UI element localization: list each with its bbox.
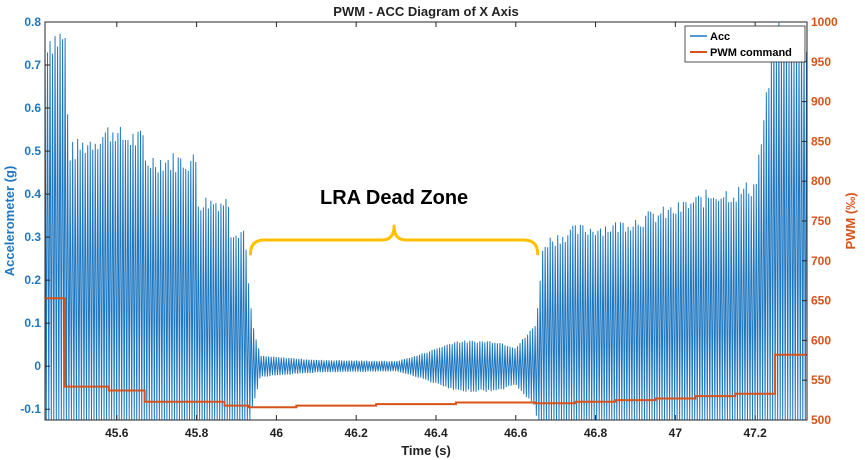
dead-zone-annotation: LRA Dead Zone: [248, 187, 540, 256]
x-tick-label: 47: [669, 426, 683, 440]
right-tick-label: 750: [811, 214, 831, 228]
left-tick-label: 0: [34, 359, 41, 373]
right-axis-ticks: 500 550 600 650 700 750 800 850 900 950 1000: [802, 15, 838, 427]
right-tick-label: 900: [811, 95, 831, 109]
x-axis-ticks: 45.6 45.8 46 46.2 46.4 46.6 46.8 47 47.2: [105, 22, 767, 440]
x-axis-label: Time (s): [401, 443, 451, 458]
right-tick-label: 850: [811, 134, 831, 148]
legend-acc-label: Acc: [710, 31, 730, 43]
left-tick-label: 0.3: [24, 230, 41, 244]
right-tick-label: 600: [811, 333, 831, 347]
pwm-command-line: [45, 297, 807, 409]
right-tick-label: 550: [811, 373, 831, 387]
left-tick-label: 0.2: [24, 273, 41, 287]
left-tick-label: 0.6: [24, 101, 41, 115]
legend-box: [684, 25, 806, 63]
x-tick-label: 46.6: [504, 426, 528, 440]
left-axis-ticks: -0.1 0 0.1 0.2 0.3 0.4 0.5 0.6 0.7 0.8: [20, 15, 50, 416]
dead-zone-label: LRA Dead Zone: [320, 187, 468, 209]
x-tick-label: 47.2: [743, 426, 767, 440]
right-tick-label: 800: [811, 174, 831, 188]
left-tick-label: 0.7: [24, 58, 41, 72]
left-tick-label: 0.8: [24, 15, 41, 29]
x-tick-label: 45.6: [105, 426, 129, 440]
legend-pwm-label: PWM command: [710, 47, 792, 59]
right-tick-label: 950: [811, 55, 831, 69]
legend: Acc PWM command: [684, 25, 806, 63]
x-tick-label: 46.2: [345, 426, 369, 440]
x-tick-label: 45.8: [185, 426, 209, 440]
chart-title: PWM - ACC Diagram of X Axis: [333, 4, 518, 19]
dead-zone-bracket: [248, 224, 540, 256]
left-tick-label: 0.1: [24, 316, 41, 330]
left-tick-label: -0.1: [20, 402, 41, 416]
right-tick-label: 1000: [811, 15, 838, 29]
left-tick-label: 0.4: [24, 187, 41, 201]
right-tick-label: 500: [811, 413, 831, 427]
x-tick-label: 46: [270, 426, 284, 440]
right-tick-label: 650: [811, 294, 831, 308]
right-tick-label: 700: [811, 254, 831, 268]
pwm-series-layer: [45, 297, 807, 409]
right-axis-label: PWM (‰): [843, 192, 858, 249]
left-axis-label: Accelerometer (g): [2, 166, 17, 277]
x-tick-label: 46.4: [424, 426, 448, 440]
x-tick-label: 46.8: [584, 426, 608, 440]
left-tick-label: 0.5: [24, 144, 41, 158]
